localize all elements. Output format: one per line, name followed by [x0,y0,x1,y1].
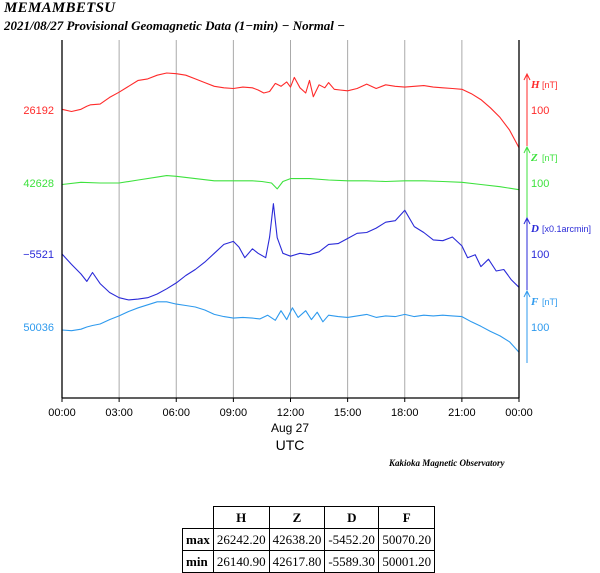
axes [61,40,520,402]
base-label-d: −5521 [23,249,54,261]
stats-header-row: H Z D F [182,506,436,529]
series-name-h: H [530,79,540,91]
x-tick-label: 12:00 [277,407,305,419]
stats-row-label: min [182,550,214,573]
series-scale-h: 100 [531,105,549,117]
series-scale-z: 100 [531,178,549,190]
series-scale-d: 100 [531,249,549,261]
x-tick-label: 00:00 [48,407,76,419]
series-name-d: D [530,223,539,235]
x-tick-label: 18:00 [391,407,419,419]
series-lines [61,72,520,353]
x-tick-label: 06:00 [162,407,190,419]
stats-col-h: H [212,506,270,529]
x-axis-labels: 00:00 03:00 06:00 09:00 12:00 15:00 18:00 21:00… [48,407,533,419]
stats-cell: 26242.20 [212,528,270,551]
base-value-labels: 26192 42628 −5521 50036 [23,105,54,334]
series-scale-f: 100 [531,322,549,334]
series-line-f [61,301,520,353]
stats-table: H Z D F max 26242.20 42638.20 -5452.20 5… [182,506,436,573]
stats-col-f: F [378,506,436,529]
series-line-h [61,72,520,148]
arrow-up-icon [523,145,531,154]
stats-cell: 50001.20 [378,550,436,573]
x-tick-label: 03:00 [105,407,133,419]
stats-cell: -5589.30 [324,550,380,573]
series-name-z: Z [530,152,538,164]
x-tick-label: 21:00 [448,407,476,419]
series-unit-h: [nT] [542,80,558,90]
x-tick-label: 15:00 [334,407,362,419]
x-axis-title: UTC [276,437,305,453]
x-tick-label: 00:00 [505,407,533,419]
stats-col-z: Z [268,506,326,529]
date-label: Aug 27 [271,421,309,435]
stats-corner [182,506,214,529]
x-tick-label: 09:00 [220,407,248,419]
base-label-z: 42628 [23,178,54,190]
base-label-f: 50036 [23,322,54,334]
series-unit-z: [nT] [542,153,558,163]
stats-row-label: max [182,528,214,551]
arrow-up-icon [523,216,531,225]
stats-cell: 42638.20 [268,528,326,551]
chart-subtitle: 2021/08/27 Provisional Geomagnetic Data … [4,18,346,33]
stats-cell: 50070.20 [378,528,436,551]
series-line-d [61,203,520,301]
geomagnetic-chart: 00:00 03:00 06:00 09:00 12:00 15:00 18:00 21:00… [23,40,591,453]
stats-cell: 42617.80 [268,550,326,573]
series-unit-d: [x0.1arcmin] [542,224,591,234]
base-label-h: 26192 [23,105,54,117]
stats-cell: 26140.90 [212,550,270,573]
observatory-credit: Kakioka Magnetic Observatory [389,458,505,468]
series-unit-f: [nT] [542,297,558,307]
stats-cell: -5452.20 [324,528,380,551]
chart-title: MEMAMBETSU [4,0,116,16]
series-line-z [61,175,520,191]
series-name-f: F [530,296,539,308]
gridlines [118,40,463,398]
arrow-up-icon [523,289,531,298]
stats-col-d: D [324,506,380,529]
stats-row-max: max 26242.20 42638.20 -5452.20 50070.20 [182,528,436,551]
arrow-up-icon [523,72,531,81]
stats-row-min: min 26140.90 42617.80 -5589.30 50001.20 [182,550,436,573]
